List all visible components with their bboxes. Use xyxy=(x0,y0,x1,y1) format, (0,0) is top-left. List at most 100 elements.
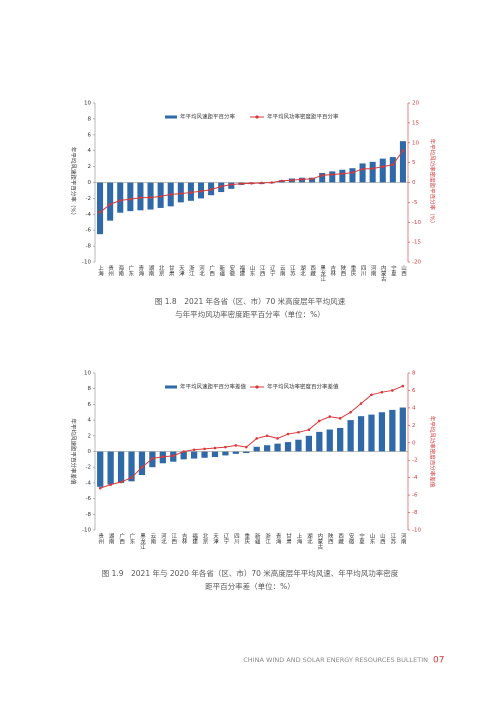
line-marker xyxy=(371,167,374,170)
bar xyxy=(378,412,386,452)
bar xyxy=(253,446,260,452)
line-marker xyxy=(98,486,102,490)
line-marker xyxy=(244,445,248,449)
line-marker xyxy=(370,393,373,397)
y-tick-label: -4 xyxy=(86,212,92,218)
bar xyxy=(147,182,154,210)
bar xyxy=(349,168,356,183)
x-tick-label: 北京 xyxy=(158,264,165,278)
line-marker xyxy=(199,189,203,193)
line-marker xyxy=(330,173,334,176)
legend-swatch xyxy=(255,385,259,389)
bar xyxy=(232,451,239,454)
line-marker xyxy=(255,437,259,440)
bar xyxy=(138,451,146,476)
bar xyxy=(128,451,135,482)
y2-tick-label: -4 xyxy=(412,475,418,481)
y-axis-label: 年平均风速距平百分率差值 xyxy=(70,418,78,485)
bar xyxy=(127,182,134,212)
x-tick-label: 辽宁 xyxy=(222,532,229,545)
line-marker xyxy=(108,203,112,206)
line-marker xyxy=(224,445,227,449)
line-marker xyxy=(391,389,394,392)
bar xyxy=(243,451,250,454)
y2-tick-label: 6 xyxy=(412,388,416,394)
x-tick-label: 河北 xyxy=(160,532,167,546)
y-tick-label: -8 xyxy=(86,244,92,250)
x-tick-label: 贵州 xyxy=(107,264,114,277)
line-marker xyxy=(260,181,263,185)
line-marker xyxy=(297,431,300,434)
x-tick-label: 广东 xyxy=(127,264,134,277)
bar xyxy=(305,435,313,452)
bar xyxy=(97,182,104,235)
x-tick-label: 浙江 xyxy=(264,532,271,546)
x-tick-label: 福建 xyxy=(191,532,198,546)
bar xyxy=(295,439,302,452)
bar xyxy=(399,407,406,452)
x-tick-label: 贵州 xyxy=(97,532,104,545)
caption: 与年平均风功率密度距平百分率（单位：%） xyxy=(175,309,325,319)
line-marker xyxy=(351,171,354,174)
x-tick-label: 湖南 xyxy=(108,532,115,545)
y-tick-label: 10 xyxy=(84,101,91,107)
footer-text: CHINA WIND AND SOLAR ENERGY RESOURCES BU… xyxy=(243,656,428,664)
line-marker xyxy=(265,434,269,438)
bar xyxy=(201,451,208,458)
bar xyxy=(389,157,396,183)
bar xyxy=(107,182,114,221)
x-tick-label: 重庆 xyxy=(349,264,356,278)
y-tick-label: -10 xyxy=(82,528,91,534)
y-tick-label: 0 xyxy=(88,449,92,455)
line-marker xyxy=(219,185,223,188)
caption: 距平百分率差（单位：%） xyxy=(205,581,295,591)
line-marker xyxy=(179,192,183,195)
x-tick-label: 吉林 xyxy=(181,533,188,546)
y-tick-label: 2 xyxy=(88,433,92,439)
legend-label: 年平均风功率密度百分率差值 xyxy=(267,383,339,391)
x-tick-label: 广西 xyxy=(208,264,215,278)
x-tick-label: 辽宁 xyxy=(269,264,276,277)
y2-axis-label: 年平均风功率密度百分率差值 xyxy=(429,416,437,488)
bar xyxy=(337,427,344,452)
x-tick-label: 宁夏 xyxy=(390,264,397,277)
x-tick-label: 云南 xyxy=(149,533,156,545)
y2-tick-label: -10 xyxy=(412,220,421,226)
y-tick-label: -8 xyxy=(86,512,92,518)
caption: 图 1.9 2021 年与 2020 年各省（区、市）70 米高度层年平均风速、… xyxy=(102,568,399,578)
bar xyxy=(190,451,198,459)
y-tick-label: 8 xyxy=(88,386,92,392)
y2-tick-label: -20 xyxy=(412,260,421,266)
bar xyxy=(357,416,365,452)
line-marker xyxy=(391,163,395,166)
bar xyxy=(369,161,376,183)
y2-tick-label: 0 xyxy=(412,180,416,186)
line-marker xyxy=(119,480,123,484)
line-marker xyxy=(380,390,384,394)
x-tick-label: 山西 xyxy=(400,264,407,278)
y2-tick-label: -5 xyxy=(412,200,418,206)
line-marker xyxy=(213,446,217,450)
legend-swatch xyxy=(165,115,177,119)
y2-tick-label: 8 xyxy=(412,371,416,377)
bar xyxy=(211,451,219,457)
bar xyxy=(326,429,333,452)
bar xyxy=(180,451,187,460)
line-marker xyxy=(310,177,314,181)
x-tick-label: 西藏 xyxy=(337,533,344,546)
y-tick-label: 8 xyxy=(88,116,92,122)
bar xyxy=(359,163,366,183)
legend-label: 年平均风速距平百分率差值 xyxy=(180,383,247,391)
line-marker xyxy=(280,179,284,183)
line-marker xyxy=(359,402,363,405)
legend-swatch xyxy=(255,115,259,119)
x-tick-label: 河南 xyxy=(370,264,377,277)
y-tick-label: -10 xyxy=(82,260,91,266)
x-tick-label: 湖北 xyxy=(306,532,313,546)
caption: 图 1.8 2021 年各省（区、市）70 米高度层年平均风速 xyxy=(155,296,346,306)
line-marker xyxy=(109,483,112,486)
line-marker xyxy=(250,181,253,185)
x-tick-label: 甘肃 xyxy=(285,532,292,546)
x-tick-label: 黑龙江 xyxy=(319,265,326,283)
line-marker xyxy=(349,410,352,414)
